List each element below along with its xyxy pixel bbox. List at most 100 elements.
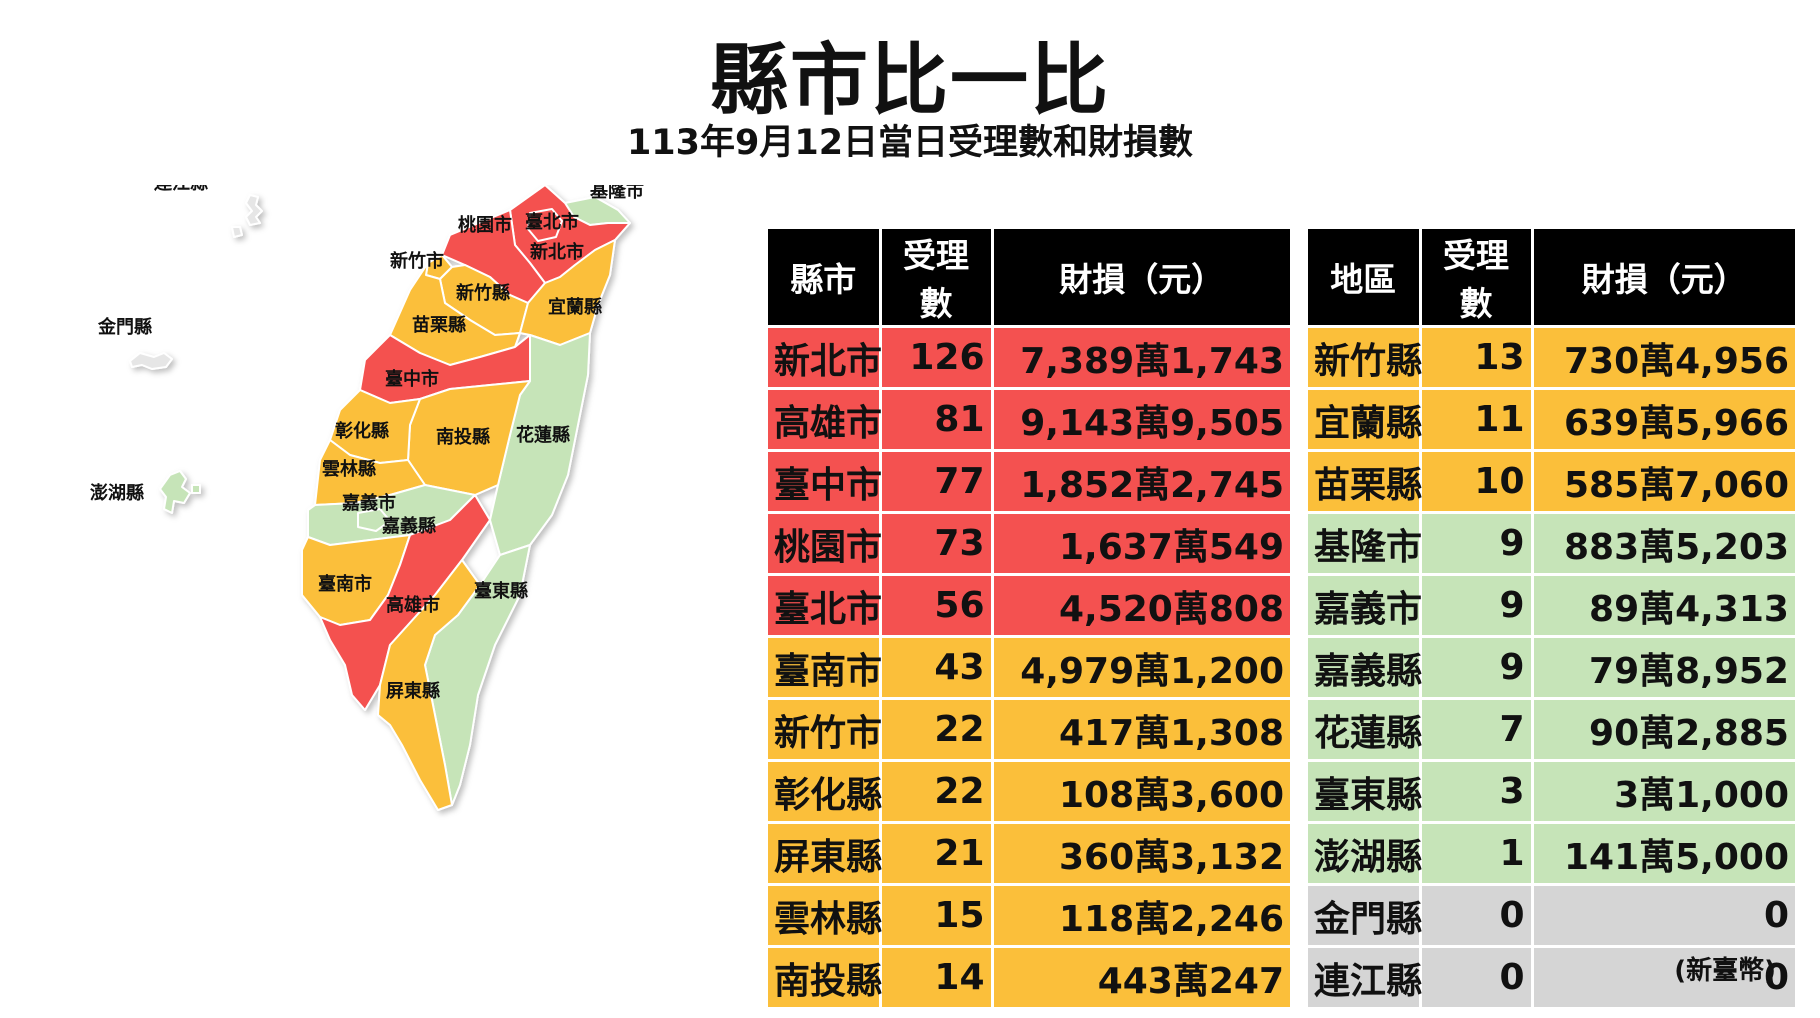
case-count: 73 <box>880 511 994 575</box>
map-region-lienchiang <box>231 194 263 238</box>
loss-amount: 585萬7,060 <box>1532 449 1795 513</box>
map-label-pingtung: 屏東縣 <box>386 680 440 702</box>
header-loss: 財損（元） <box>1532 229 1795 327</box>
table-row: 嘉義縣 9 79萬8,952 <box>1308 635 1795 699</box>
loss-amount: 0 <box>1532 883 1795 947</box>
case-count: 13 <box>1420 325 1534 389</box>
map-label-taichung: 臺中市 <box>385 368 439 390</box>
loss-amount: 4,979萬1,200 <box>992 635 1290 699</box>
table-row: 彰化縣 22 108萬3,600 <box>768 759 1290 823</box>
table-row: 花蓮縣 7 90萬2,885 <box>1308 697 1795 761</box>
map-label-keelung: 基隆市 <box>589 185 644 202</box>
map-label-tainan: 臺南市 <box>318 573 372 595</box>
table-row: 新北市 126 7,389萬1,743 <box>768 325 1290 389</box>
taiwan-map: 基隆市 臺北市 新北市 桃園市 新竹市 新竹縣 宜蘭縣 苗栗縣 臺中市 彰化縣 … <box>90 185 770 965</box>
map-label-taitung: 臺東縣 <box>474 580 528 602</box>
table-row: 南投縣 14 443萬247 <box>768 945 1290 1007</box>
case-count: 11 <box>1420 387 1534 451</box>
county-name: 澎湖縣 <box>1308 821 1422 885</box>
county-name: 桃園市 <box>768 511 882 575</box>
county-name: 新北市 <box>768 325 882 389</box>
currency-unit-note: (新臺幣) <box>1674 956 1776 986</box>
case-count: 0 <box>1420 883 1534 947</box>
loss-amount: 360萬3,132 <box>992 821 1290 885</box>
map-region-taipei <box>527 208 563 242</box>
county-name: 臺南市 <box>768 635 882 699</box>
table-header-row: 縣市 受理數 財損（元） <box>768 229 1290 327</box>
table-row: 宜蘭縣 11 639萬5,966 <box>1308 387 1795 451</box>
table-row: 雲林縣 15 118萬2,246 <box>768 883 1290 947</box>
case-count: 15 <box>880 883 994 947</box>
map-label-nantou: 南投縣 <box>436 426 490 448</box>
header-county: 縣市 <box>768 229 882 327</box>
county-name: 宜蘭縣 <box>1308 387 1422 451</box>
table-row: 苗栗縣 10 585萬7,060 <box>1308 449 1795 513</box>
table-row: 新竹市 22 417萬1,308 <box>768 697 1290 761</box>
map-label-hsinchu-city: 新竹市 <box>390 250 444 272</box>
case-count: 14 <box>880 945 994 1007</box>
map-label-taipei: 臺北市 <box>525 211 579 233</box>
case-count: 3 <box>1420 759 1534 823</box>
case-count: 7 <box>1420 697 1534 761</box>
table-row: 澎湖縣 1 141萬5,000 <box>1308 821 1795 885</box>
loss-amount: 89萬4,313 <box>1532 573 1795 637</box>
map-region-chiayi-city <box>357 508 391 532</box>
loss-amount: 9,143萬9,505 <box>992 387 1290 451</box>
map-region-penghu <box>159 470 201 514</box>
county-name: 臺中市 <box>768 449 882 513</box>
case-count: 81 <box>880 387 994 451</box>
case-count: 22 <box>880 697 994 761</box>
case-count: 10 <box>1420 449 1534 513</box>
map-label-new-taipei: 新北市 <box>530 241 584 263</box>
page-subtitle: 113年9月12日當日受理數和財損數 <box>626 123 1194 163</box>
county-name: 新竹市 <box>768 697 882 761</box>
county-name: 臺東縣 <box>1308 759 1422 823</box>
county-table-left: 縣市 受理數 財損（元） 新北市 126 7,389萬1,743 高雄市 81 9,14… <box>768 229 1290 1007</box>
county-name: 臺北市 <box>768 573 882 637</box>
county-name: 基隆市 <box>1308 511 1422 575</box>
case-count: 9 <box>1420 511 1534 575</box>
map-label-chiayi-city: 嘉義市 <box>341 492 396 514</box>
table-row: 新竹縣 13 730萬4,956 <box>1308 325 1795 389</box>
loss-amount: 141萬5,000 <box>1532 821 1795 885</box>
map-label-yilan: 宜蘭縣 <box>548 296 602 318</box>
loss-amount: 7,389萬1,743 <box>992 325 1290 389</box>
map-label-miaoli: 苗栗縣 <box>412 315 466 336</box>
case-count: 21 <box>880 821 994 885</box>
case-count: 77 <box>880 449 994 513</box>
map-region-pingtung <box>377 559 481 811</box>
table-row: 桃園市 73 1,637萬549 <box>768 511 1290 575</box>
county-name: 苗栗縣 <box>1308 449 1422 513</box>
map-label-chiayi-county: 嘉義縣 <box>381 515 436 537</box>
loss-amount: 417萬1,308 <box>992 697 1290 761</box>
county-name: 金門縣 <box>1308 883 1422 947</box>
map-label-hsinchu-county: 新竹縣 <box>456 282 510 304</box>
loss-amount: 108萬3,600 <box>992 759 1290 823</box>
case-count: 9 <box>1420 635 1534 699</box>
loss-amount: 0 <box>1532 945 1795 1007</box>
loss-amount: 883萬5,203 <box>1532 511 1795 575</box>
header-count: 受理數 <box>1420 229 1534 327</box>
county-name: 南投縣 <box>768 945 882 1007</box>
loss-amount: 730萬4,956 <box>1532 325 1795 389</box>
table-row: 連江縣 0 0 <box>1308 945 1795 1007</box>
county-table-right: 地區 受理數 財損（元） 新竹縣 13 730萬4,956 宜蘭縣 11 639萬5,9… <box>1308 229 1795 1007</box>
table-row: 臺東縣 3 3萬1,000 <box>1308 759 1795 823</box>
map-label-kaohsiung: 高雄市 <box>386 594 440 616</box>
map-label-hualien: 花蓮縣 <box>516 424 570 446</box>
header-region: 地區 <box>1308 229 1422 327</box>
loss-amount: 90萬2,885 <box>1532 697 1795 761</box>
county-name: 高雄市 <box>768 387 882 451</box>
case-count: 22 <box>880 759 994 823</box>
table-row: 高雄市 81 9,143萬9,505 <box>768 387 1290 451</box>
map-label-yunlin: 雲林縣 <box>322 458 376 480</box>
loss-amount: 4,520萬808 <box>992 573 1290 637</box>
map-label-lienchiang: 連江縣 <box>154 185 208 194</box>
case-count: 43 <box>880 635 994 699</box>
county-name: 嘉義縣 <box>1308 635 1422 699</box>
county-name: 雲林縣 <box>768 883 882 947</box>
table-row: 臺北市 56 4,520萬808 <box>768 573 1290 637</box>
loss-amount: 1,852萬2,745 <box>992 449 1290 513</box>
page-title: 縣市比一比 <box>709 36 1110 126</box>
loss-amount: 443萬247 <box>992 945 1290 1007</box>
